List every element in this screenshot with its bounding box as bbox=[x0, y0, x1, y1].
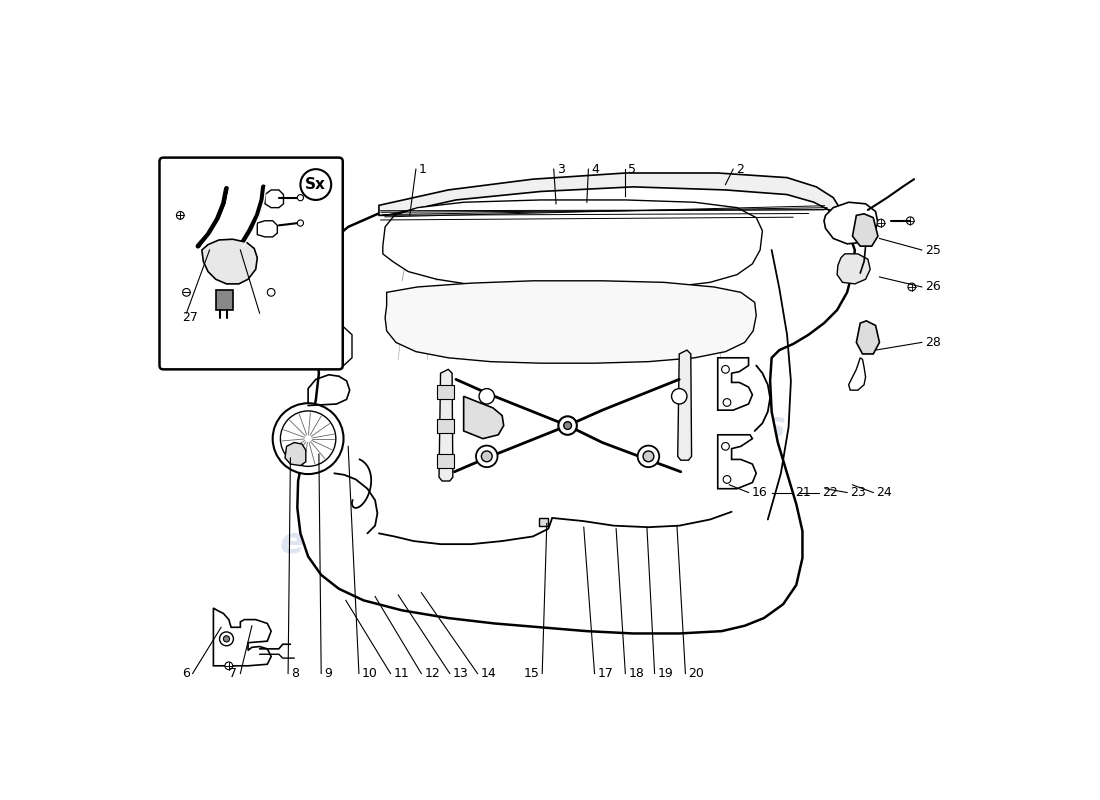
Circle shape bbox=[280, 411, 336, 466]
Circle shape bbox=[563, 422, 572, 430]
Circle shape bbox=[267, 289, 275, 296]
Circle shape bbox=[480, 389, 495, 404]
Circle shape bbox=[722, 442, 729, 450]
Circle shape bbox=[671, 389, 686, 404]
Polygon shape bbox=[437, 385, 454, 398]
Polygon shape bbox=[539, 518, 548, 526]
Text: 2: 2 bbox=[736, 162, 744, 176]
Circle shape bbox=[226, 662, 233, 670]
Circle shape bbox=[183, 289, 190, 296]
Polygon shape bbox=[824, 202, 878, 244]
Polygon shape bbox=[717, 435, 757, 489]
Circle shape bbox=[908, 283, 915, 291]
Text: 17: 17 bbox=[597, 667, 614, 680]
Polygon shape bbox=[678, 350, 692, 460]
Text: 20: 20 bbox=[689, 667, 704, 680]
Text: eurospares: eurospares bbox=[280, 526, 508, 560]
Text: 3: 3 bbox=[557, 162, 564, 176]
Polygon shape bbox=[856, 321, 880, 354]
Polygon shape bbox=[297, 179, 855, 634]
Text: 4: 4 bbox=[592, 162, 600, 176]
Text: eurospares: eurospares bbox=[558, 410, 785, 444]
Polygon shape bbox=[717, 358, 752, 410]
Polygon shape bbox=[202, 239, 257, 284]
Circle shape bbox=[176, 211, 184, 219]
Polygon shape bbox=[257, 221, 277, 237]
Text: 28: 28 bbox=[925, 336, 940, 349]
Polygon shape bbox=[383, 200, 762, 290]
Polygon shape bbox=[265, 190, 284, 208]
Polygon shape bbox=[837, 254, 870, 284]
Text: eurospares: eurospares bbox=[558, 526, 785, 560]
Circle shape bbox=[482, 451, 492, 462]
FancyBboxPatch shape bbox=[160, 158, 343, 370]
Text: 22: 22 bbox=[823, 486, 838, 499]
Text: 6: 6 bbox=[182, 667, 189, 680]
Circle shape bbox=[220, 632, 233, 646]
Circle shape bbox=[644, 451, 653, 462]
Text: 18: 18 bbox=[628, 667, 645, 680]
Polygon shape bbox=[849, 358, 866, 390]
Circle shape bbox=[722, 366, 729, 373]
Text: 7: 7 bbox=[229, 667, 238, 680]
Polygon shape bbox=[216, 290, 233, 310]
Polygon shape bbox=[378, 173, 842, 219]
Text: 16: 16 bbox=[751, 486, 768, 499]
Polygon shape bbox=[437, 419, 454, 434]
Circle shape bbox=[723, 398, 730, 406]
Circle shape bbox=[297, 194, 304, 201]
Text: 25: 25 bbox=[925, 243, 940, 257]
Polygon shape bbox=[437, 454, 454, 468]
Polygon shape bbox=[306, 326, 352, 370]
Polygon shape bbox=[285, 442, 306, 466]
Text: 24: 24 bbox=[877, 486, 892, 499]
Circle shape bbox=[877, 219, 884, 227]
Circle shape bbox=[297, 220, 304, 226]
Text: 1: 1 bbox=[419, 162, 427, 176]
Text: 5: 5 bbox=[628, 162, 637, 176]
Text: 13: 13 bbox=[453, 667, 469, 680]
Text: 10: 10 bbox=[362, 667, 378, 680]
Text: 8: 8 bbox=[292, 667, 299, 680]
Circle shape bbox=[559, 416, 576, 435]
Text: 14: 14 bbox=[481, 667, 496, 680]
Polygon shape bbox=[439, 370, 453, 481]
Circle shape bbox=[906, 217, 914, 225]
Text: 21: 21 bbox=[795, 486, 812, 499]
Text: 23: 23 bbox=[850, 486, 866, 499]
Text: 15: 15 bbox=[524, 667, 539, 680]
Circle shape bbox=[638, 446, 659, 467]
Circle shape bbox=[723, 476, 730, 483]
Text: 12: 12 bbox=[425, 667, 440, 680]
Circle shape bbox=[273, 403, 343, 474]
Text: 9: 9 bbox=[324, 667, 332, 680]
Circle shape bbox=[300, 169, 331, 200]
Text: Sx: Sx bbox=[306, 177, 327, 192]
Text: 27: 27 bbox=[183, 311, 198, 324]
Circle shape bbox=[476, 446, 497, 467]
Text: 11: 11 bbox=[394, 667, 409, 680]
Text: 26: 26 bbox=[925, 281, 940, 294]
Text: eurospares: eurospares bbox=[280, 410, 508, 444]
Polygon shape bbox=[385, 281, 757, 363]
Polygon shape bbox=[213, 608, 271, 666]
Circle shape bbox=[223, 636, 230, 642]
Polygon shape bbox=[464, 396, 504, 438]
Text: 19: 19 bbox=[658, 667, 673, 680]
Polygon shape bbox=[852, 214, 878, 246]
